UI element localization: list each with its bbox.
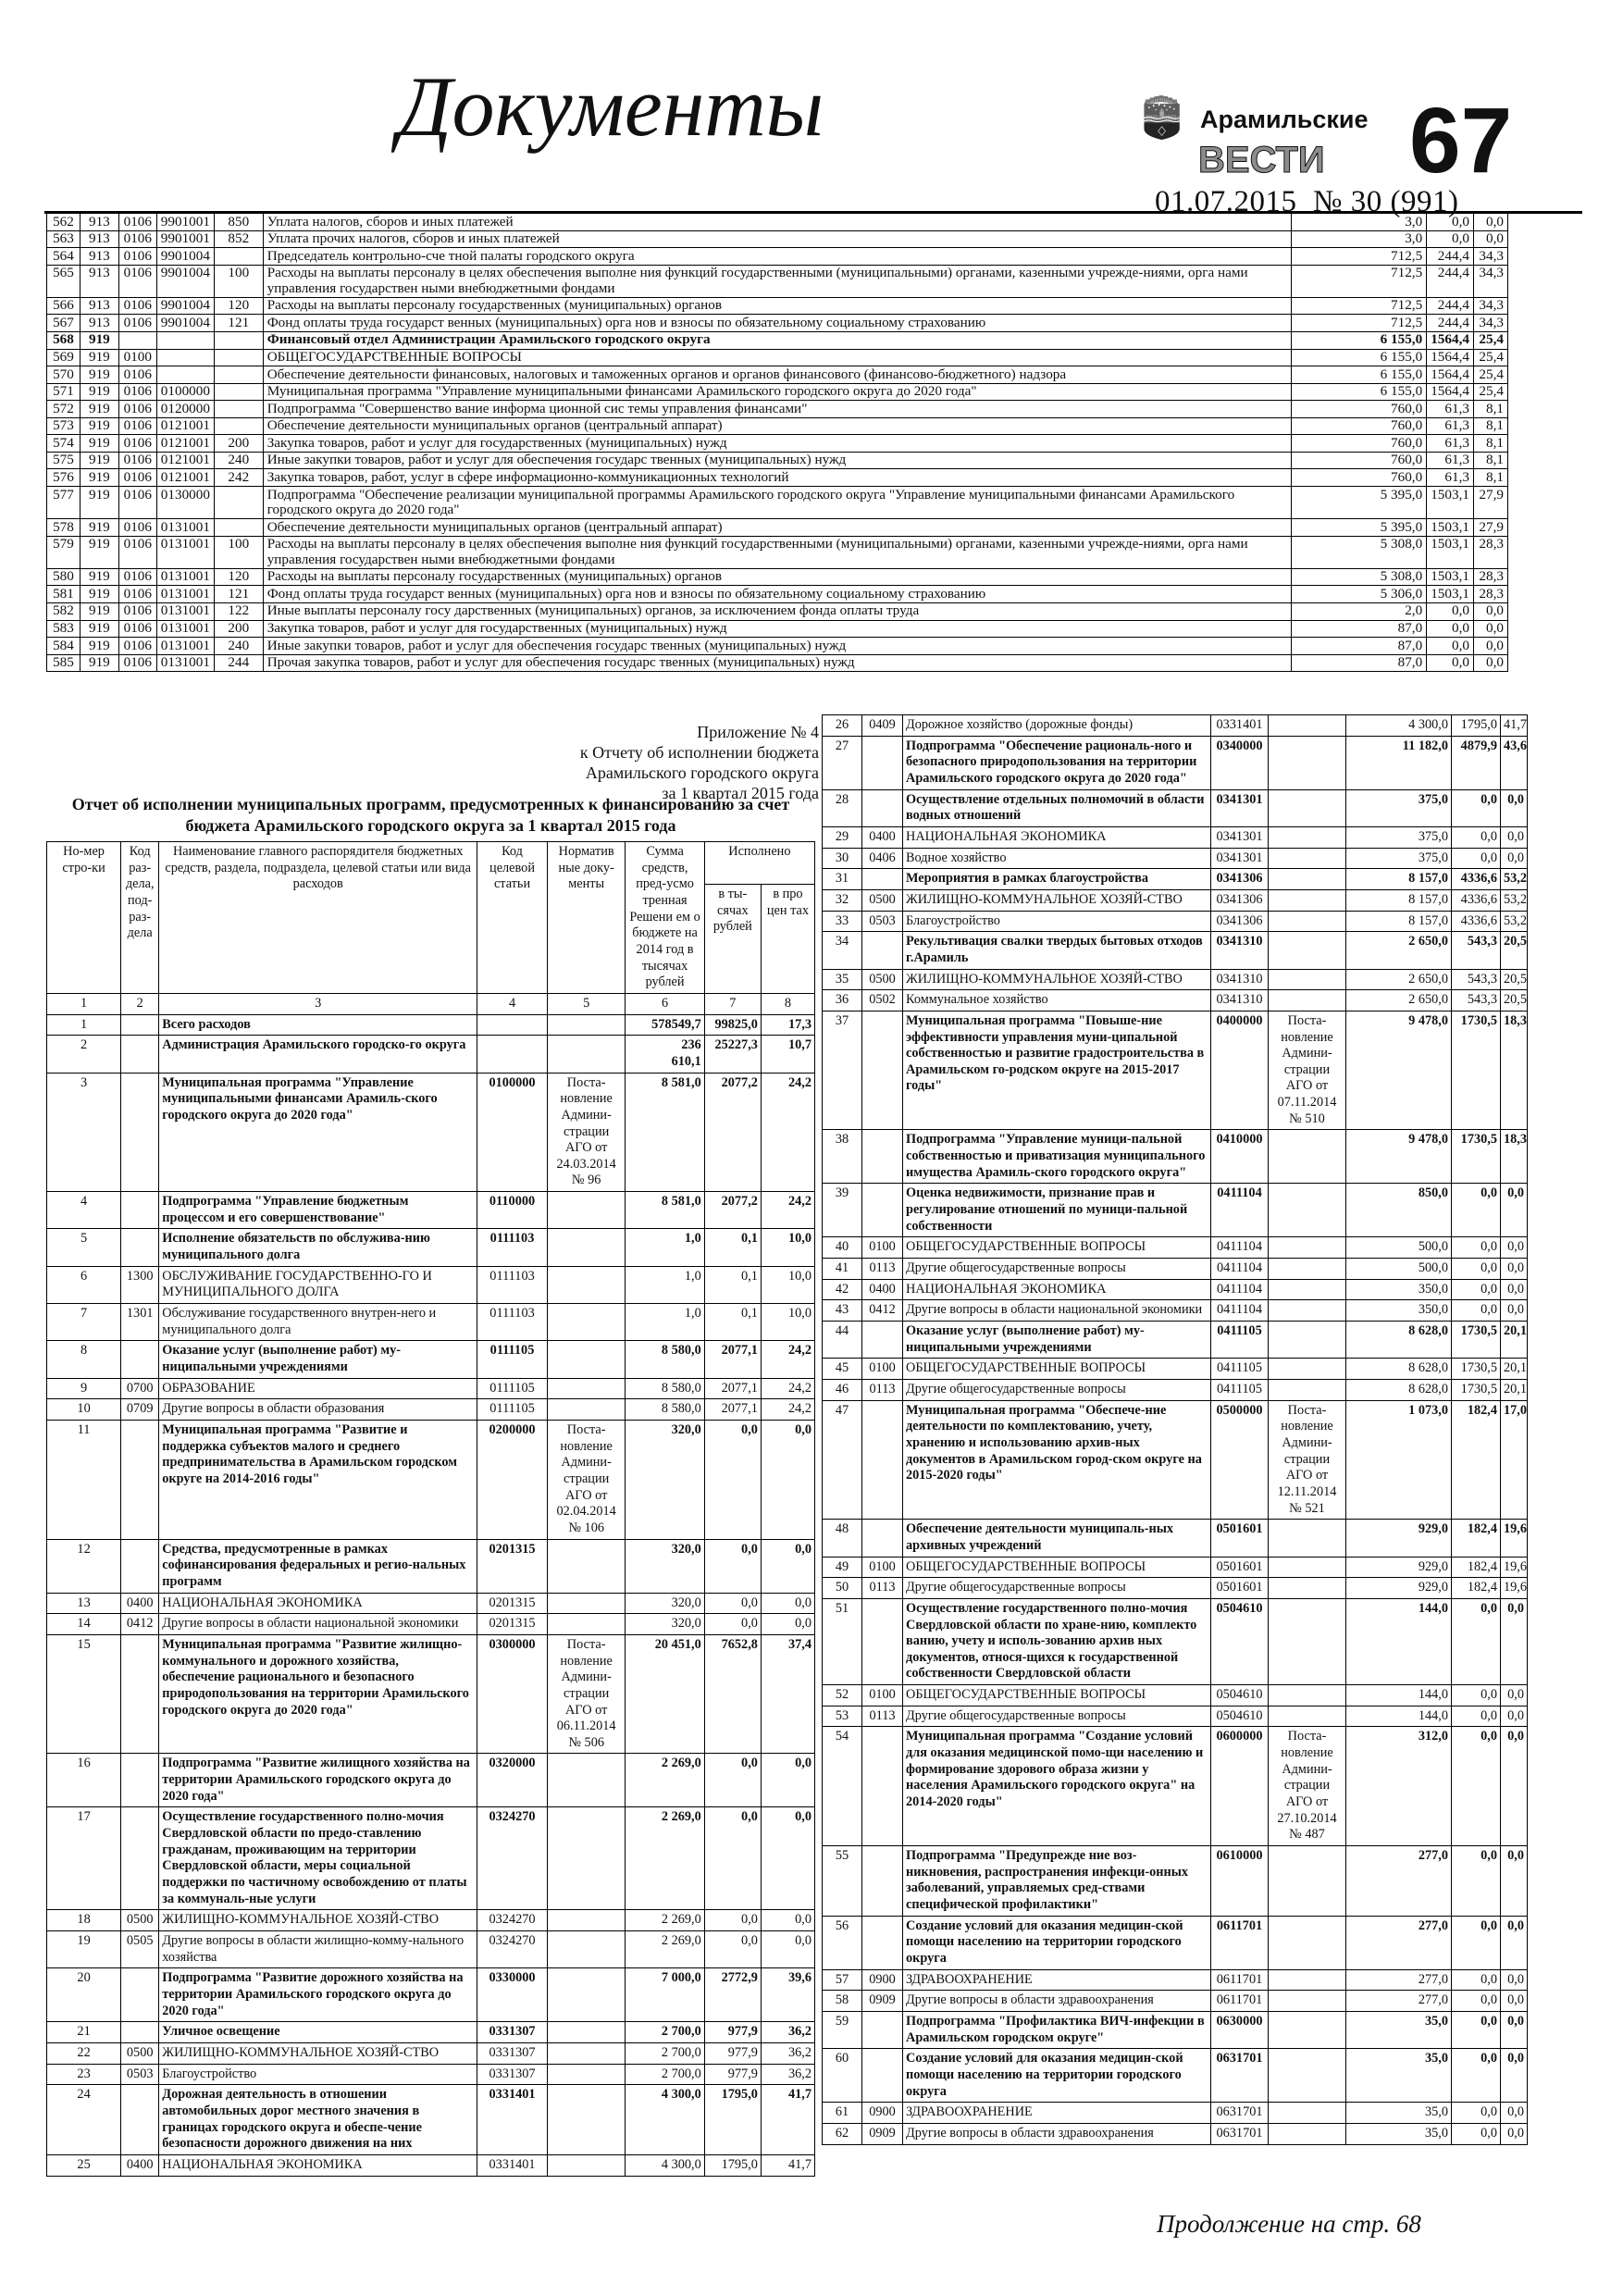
svg-text:ВЕСТИ: ВЕСТИ [1198, 140, 1325, 180]
svg-text:Арамильские: Арамильские [1200, 105, 1368, 133]
